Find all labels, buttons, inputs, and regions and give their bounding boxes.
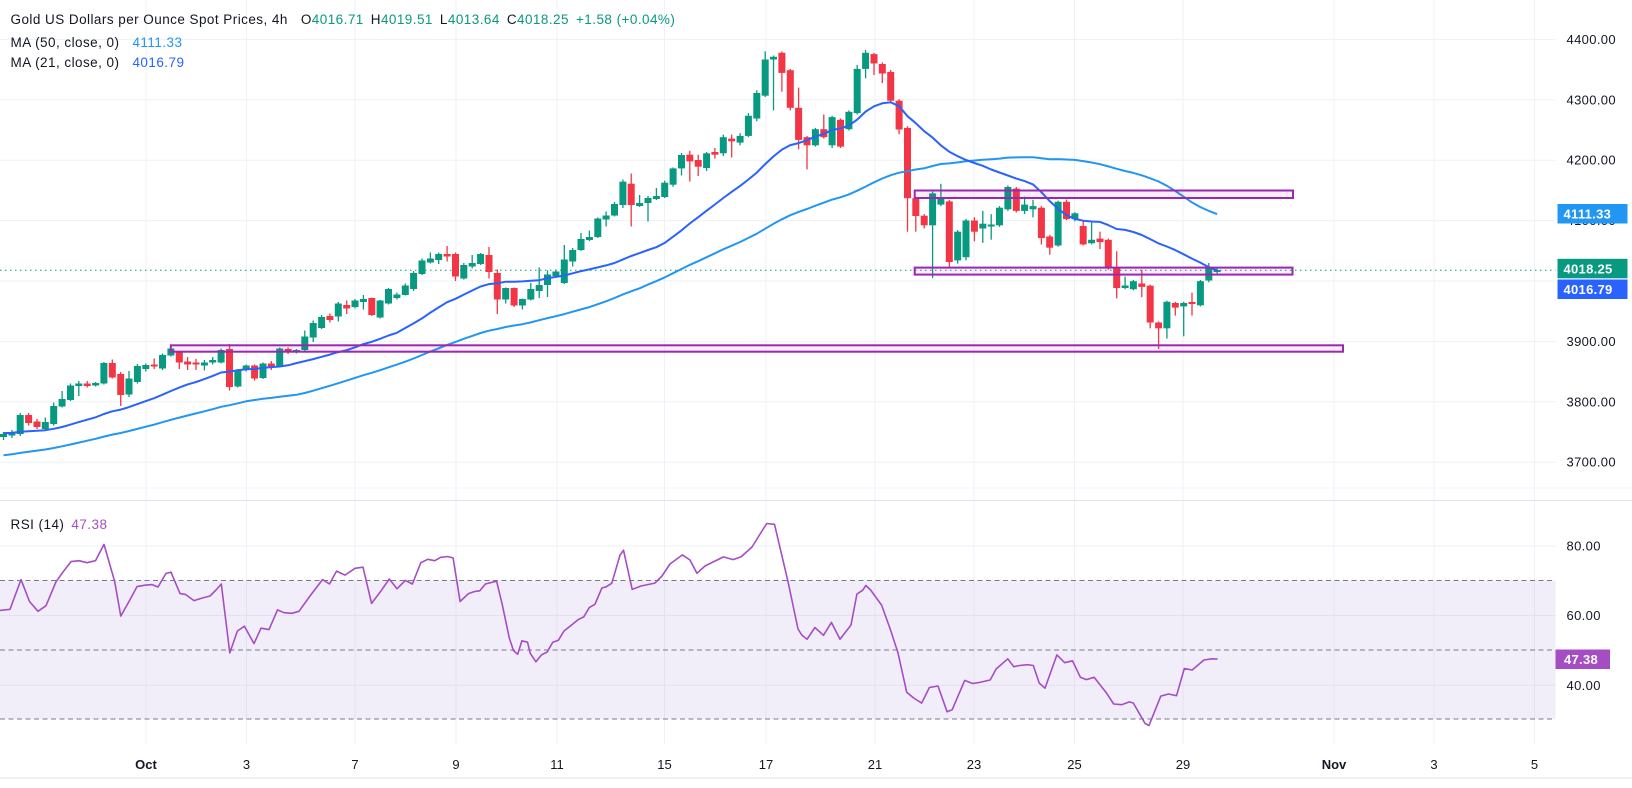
svg-text:60.00: 60.00 [1567, 608, 1601, 623]
svg-text:4200.00: 4200.00 [1567, 153, 1616, 168]
svg-text:47.38: 47.38 [1564, 652, 1598, 667]
svg-text:MA (21, close, 0)4016.79: MA (21, close, 0) 4016.79 [11, 55, 185, 70]
svg-text:3700.00: 3700.00 [1567, 455, 1616, 470]
svg-text:Nov: Nov [1322, 757, 1347, 772]
svg-text:23: 23 [967, 757, 981, 772]
svg-text:4111.33: 4111.33 [1564, 207, 1612, 222]
svg-text:3: 3 [1430, 757, 1437, 772]
svg-text:4016.79: 4016.79 [1564, 282, 1613, 297]
svg-text:5: 5 [1531, 757, 1538, 772]
svg-text:21: 21 [868, 757, 882, 772]
svg-text:11: 11 [550, 757, 564, 772]
svg-text:25: 25 [1067, 757, 1081, 772]
svg-text:7: 7 [351, 757, 358, 772]
svg-text:29: 29 [1176, 757, 1190, 772]
svg-text:4400.00: 4400.00 [1567, 32, 1616, 47]
svg-text:Gold US Dollars per Ounce Spot: Gold US Dollars per Ounce Spot Prices, 4… [11, 12, 676, 27]
svg-text:3800.00: 3800.00 [1567, 394, 1616, 409]
svg-text:3900.00: 3900.00 [1567, 334, 1616, 349]
svg-text:17: 17 [759, 757, 773, 772]
svg-text:RSI (14)47.38: RSI (14) 47.38 [11, 517, 108, 532]
svg-text:15: 15 [657, 757, 671, 772]
svg-text:4300.00: 4300.00 [1567, 92, 1616, 107]
svg-text:MA (50, close, 0)4111.33: MA (50, close, 0) 4111.33 [11, 35, 183, 50]
svg-text:3: 3 [243, 757, 250, 772]
svg-text:Oct: Oct [135, 757, 157, 772]
svg-text:4018.25: 4018.25 [1564, 261, 1613, 276]
svg-text:9: 9 [452, 757, 459, 772]
svg-text:80.00: 80.00 [1567, 539, 1601, 554]
svg-text:40.00: 40.00 [1567, 678, 1601, 693]
